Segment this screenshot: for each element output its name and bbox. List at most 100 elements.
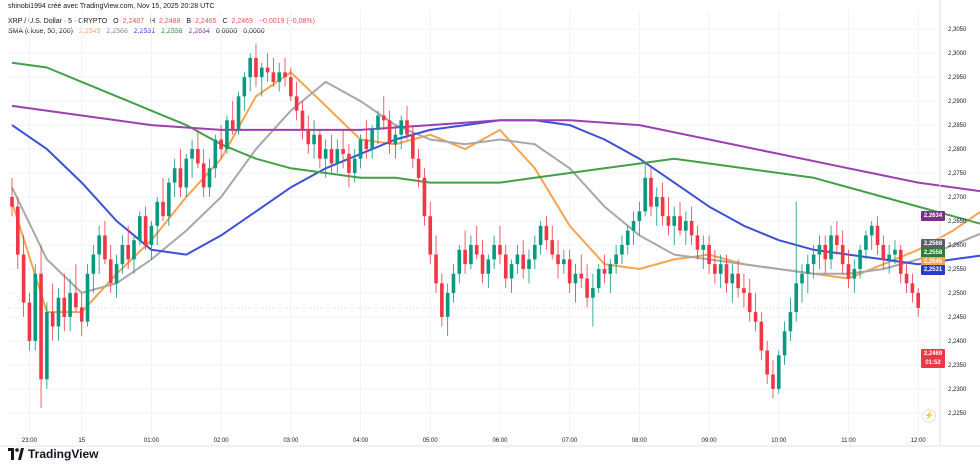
candle[interactable] [236, 91, 241, 135]
candle[interactable] [341, 129, 345, 169]
candle[interactable] [625, 225, 630, 255]
candle[interactable] [544, 216, 549, 250]
candle[interactable] [840, 230, 845, 274]
candle[interactable] [155, 197, 160, 245]
candle[interactable] [91, 244, 96, 293]
candle[interactable] [759, 312, 764, 361]
candle[interactable] [68, 278, 72, 332]
candle[interactable] [167, 177, 171, 226]
candle[interactable] [666, 197, 671, 236]
candle[interactable] [74, 264, 78, 313]
candle[interactable] [707, 235, 711, 274]
candle[interactable] [794, 201, 799, 322]
candle[interactable] [457, 244, 462, 284]
candle[interactable] [265, 53, 270, 82]
candle[interactable] [271, 57, 276, 87]
candle[interactable] [45, 302, 49, 389]
lightning-icon[interactable]: ⚡ [922, 409, 936, 423]
candle[interactable] [724, 254, 729, 293]
candle[interactable] [701, 235, 706, 269]
candle[interactable] [864, 230, 868, 260]
candle[interactable] [782, 321, 787, 365]
candle[interactable] [213, 134, 218, 178]
symbol-label[interactable]: XRP / U.S. Dollar · 5 · CRYPTO [8, 18, 108, 25]
candle[interactable] [474, 225, 479, 260]
candle[interactable] [875, 216, 880, 255]
candle[interactable] [254, 43, 258, 87]
candle[interactable] [207, 158, 212, 198]
candle[interactable] [352, 149, 357, 183]
candle[interactable] [300, 101, 305, 140]
candle[interactable] [283, 57, 287, 87]
candle[interactable] [62, 273, 67, 332]
candle[interactable] [376, 110, 380, 145]
candle[interactable] [434, 235, 438, 293]
candle[interactable] [596, 264, 601, 293]
candle[interactable] [835, 221, 839, 255]
candle[interactable] [196, 129, 200, 169]
candle[interactable] [399, 115, 403, 150]
candle[interactable] [172, 158, 177, 198]
candle[interactable] [887, 244, 891, 274]
candle[interactable] [898, 244, 903, 284]
candle[interactable] [573, 264, 578, 303]
candle[interactable] [765, 340, 769, 385]
candle[interactable] [498, 225, 502, 265]
candle[interactable] [85, 264, 90, 327]
candle[interactable] [527, 249, 531, 284]
candle[interactable] [335, 139, 340, 174]
candle[interactable] [521, 240, 525, 279]
candle[interactable] [219, 125, 223, 159]
candle[interactable] [248, 53, 252, 92]
candle[interactable] [277, 62, 282, 92]
candle[interactable] [56, 288, 61, 341]
sma-label[interactable]: SMA (close, 50, 200) [8, 28, 73, 35]
candle[interactable] [829, 225, 833, 269]
candle[interactable] [132, 235, 136, 274]
candle[interactable] [242, 72, 247, 111]
candle[interactable] [591, 273, 595, 327]
candle[interactable] [451, 264, 456, 303]
candle[interactable] [486, 254, 491, 289]
candle[interactable] [120, 235, 125, 274]
candle[interactable] [143, 206, 148, 250]
candle[interactable] [910, 273, 915, 303]
candle[interactable] [416, 149, 421, 188]
candle[interactable] [846, 249, 851, 289]
candle[interactable] [893, 240, 897, 265]
candle[interactable] [904, 264, 909, 293]
candle[interactable] [306, 115, 311, 154]
candle[interactable] [201, 149, 206, 198]
candle[interactable] [585, 264, 589, 308]
candle[interactable] [411, 125, 415, 169]
candle[interactable] [27, 292, 32, 351]
candle[interactable] [329, 134, 334, 174]
candle[interactable] [916, 288, 920, 317]
candle[interactable] [550, 225, 555, 260]
candle[interactable] [858, 244, 862, 279]
candle[interactable] [184, 153, 189, 198]
candle[interactable] [358, 134, 363, 169]
candle[interactable] [806, 254, 810, 293]
candle[interactable] [79, 292, 84, 337]
candle[interactable] [50, 283, 55, 341]
candle[interactable] [126, 225, 130, 269]
time-axis[interactable]: 23:00 15 01:00 02:00 03:00 04:00 05:00 06:00 07:… [0, 438, 980, 447]
candle[interactable] [672, 206, 677, 245]
candle[interactable] [259, 62, 264, 97]
candle[interactable] [556, 240, 560, 279]
price-axis[interactable]: 2,3050 2,3000 2,2950 2,2900 2,2850 2,2800 2,27… [939, 0, 967, 446]
candle[interactable] [387, 110, 392, 154]
candle[interactable] [852, 259, 857, 293]
candle[interactable] [515, 244, 520, 274]
candle[interactable] [660, 182, 665, 226]
candle[interactable] [318, 129, 322, 169]
candle[interactable] [579, 254, 584, 289]
candle[interactable] [370, 125, 374, 159]
candle[interactable] [428, 201, 433, 265]
candle[interactable] [289, 67, 293, 102]
candle[interactable] [10, 177, 14, 217]
candle[interactable] [480, 240, 485, 284]
candles[interactable] [10, 43, 920, 409]
